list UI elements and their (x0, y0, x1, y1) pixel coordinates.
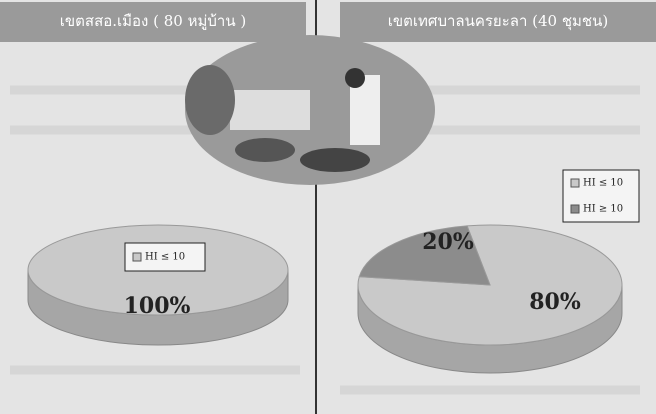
data-label: 100% (124, 293, 191, 319)
legend-swatch (133, 253, 141, 261)
legend-label: HI ≤ 10 (145, 252, 185, 263)
data-label: 20% (422, 229, 474, 255)
header: เขตสสอ.เมือง ( 80 หมู่บ้าน ) (60, 12, 246, 30)
legend-swatch (571, 179, 579, 187)
legend-swatch (571, 205, 579, 213)
legend-label: HI ≥ 10 (583, 204, 623, 215)
data-label: 80% (529, 289, 581, 315)
photo (185, 35, 435, 185)
legend-label: HI ≤ 10 (583, 178, 623, 189)
header: เขตเทศบาลนครยะลา (40 ชุมชน) (388, 12, 608, 31)
page: เขตสสอ.เมือง ( 80 หมู่บ้าน ) เขตเทศบาลนค… (0, 0, 656, 414)
